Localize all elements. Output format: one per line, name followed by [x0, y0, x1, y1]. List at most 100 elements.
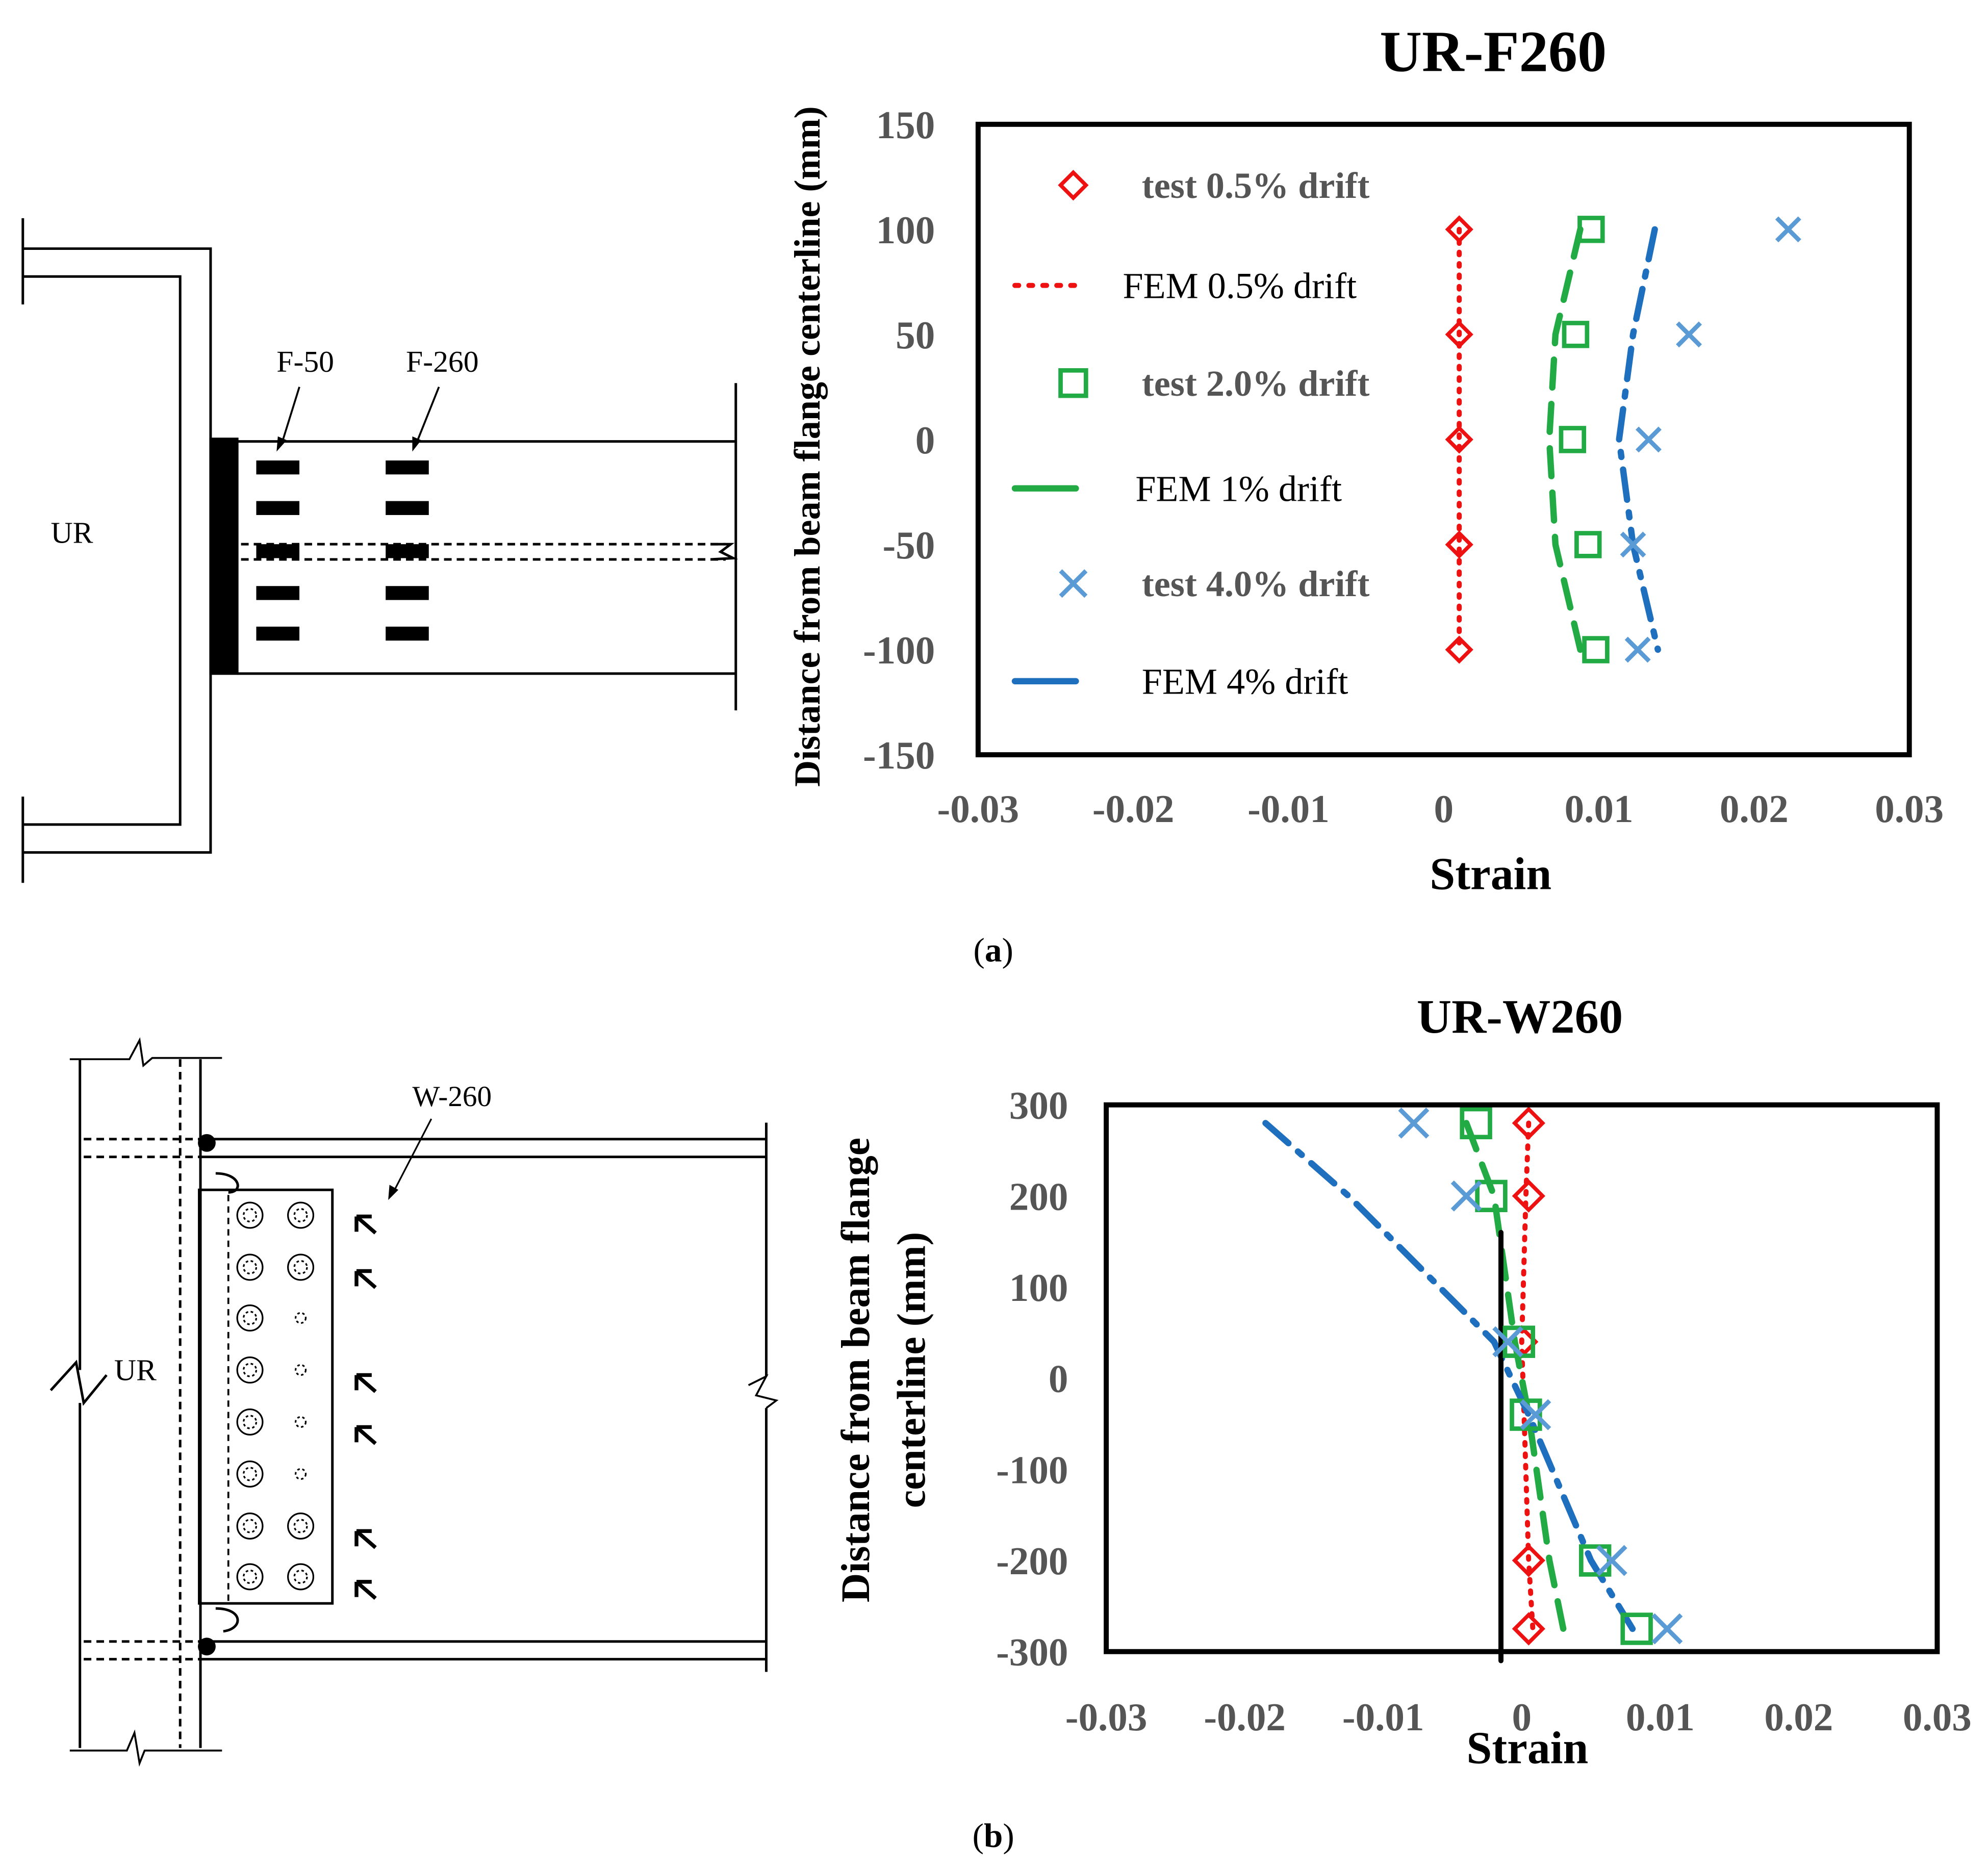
y-tick-label: -100 — [863, 628, 935, 672]
marker-square — [1510, 1398, 1542, 1431]
bolt-hole — [242, 1519, 258, 1533]
series-line — [1546, 226, 1584, 653]
column-label-b: UR — [114, 1353, 157, 1387]
bolt-hole — [294, 1468, 307, 1480]
gauge-arrow-icon — [354, 1214, 377, 1235]
gauge — [386, 460, 429, 475]
legend-label: test 0.5% drift — [1142, 165, 1370, 206]
gauge — [256, 501, 300, 515]
bolt-hole — [294, 1416, 307, 1428]
gauge — [386, 544, 429, 558]
x-tick-label: -0.03 — [937, 787, 1020, 831]
bolt-hole — [293, 1208, 308, 1223]
marker-square — [1058, 368, 1088, 398]
y-tick-label: 50 — [896, 313, 935, 357]
chart-a: UR-F260 -0.03 -0.02 -0.01 0 0.01 0.02 0.03 150 1… — [787, 19, 1944, 899]
bolt-hole — [242, 1363, 258, 1377]
marker-diamond — [1445, 320, 1473, 349]
marker-diamond — [1445, 635, 1473, 664]
bolt — [236, 1253, 264, 1281]
column-bottom-break — [69, 1729, 222, 1767]
y-tick-label: 150 — [876, 103, 935, 147]
chart-b-frame — [1104, 1102, 1940, 1654]
marker-square — [1475, 1180, 1508, 1213]
marker-x — [1651, 1613, 1683, 1645]
marker-x — [1450, 1180, 1482, 1212]
marker-x — [1775, 216, 1801, 243]
chart-a-plot — [1445, 215, 1801, 664]
chart-b-plot — [1262, 1106, 1683, 1663]
series-line — [1463, 1120, 1567, 1632]
bolt — [287, 1512, 315, 1540]
series-line — [1519, 1120, 1536, 1632]
marker-x — [1624, 636, 1651, 663]
marker-square — [1562, 321, 1590, 348]
gauge — [386, 626, 429, 641]
column-label-a: UR — [51, 516, 93, 550]
y-tick-label: 200 — [1009, 1174, 1068, 1218]
gauge-arrow-icon — [354, 1269, 377, 1289]
marker-square — [1574, 531, 1602, 558]
series-line — [1616, 226, 1661, 653]
y-tick-label: 100 — [1009, 1266, 1068, 1310]
arrowhead-icon — [412, 436, 421, 452]
series-line — [1262, 1120, 1636, 1632]
gauge-arrow-icon — [354, 1425, 377, 1445]
bolt — [287, 1201, 315, 1229]
weld-access-hole-bottom — [215, 1607, 239, 1633]
arrowhead-icon — [388, 1185, 399, 1200]
x-tick-label: -0.03 — [1065, 1695, 1148, 1739]
bolt-hole — [293, 1569, 308, 1584]
marker-x — [1676, 321, 1702, 348]
bolt-hole — [242, 1208, 258, 1223]
marker-square — [1460, 1107, 1492, 1140]
marker-square — [1559, 426, 1587, 453]
weld-icon — [198, 1134, 216, 1152]
strain-gauges-f50 — [256, 460, 300, 641]
marker-x — [1398, 1107, 1430, 1139]
gauge-arrow-icon — [354, 1580, 377, 1600]
gauge — [256, 586, 300, 600]
arrowhead-icon — [276, 436, 287, 452]
marker-diamond — [1445, 425, 1473, 454]
y-tick-label: 300 — [1009, 1084, 1068, 1128]
marker-x — [1059, 569, 1088, 598]
x-tick-label: 0.01 — [1565, 787, 1634, 831]
legend-label: FEM 4% drift — [1142, 661, 1348, 702]
weld-icon — [198, 1637, 216, 1656]
pointer-f260 — [415, 386, 440, 445]
gauge — [256, 626, 300, 641]
chart-a-frame — [975, 121, 1912, 758]
x-tick-label: 0 — [1434, 787, 1454, 831]
bolt-hole — [294, 1364, 307, 1376]
marker-x — [1492, 1326, 1524, 1357]
marker-x — [1520, 1399, 1551, 1430]
bolt — [236, 1460, 264, 1488]
marker-x — [1596, 1545, 1627, 1576]
gauge-label-w260: W-260 — [412, 1081, 492, 1113]
column-break-symbol — [49, 1360, 108, 1406]
marker-diamond — [1512, 1612, 1545, 1646]
column-inner-flange — [22, 275, 182, 826]
gauge-arrows — [354, 1214, 377, 1600]
y-tick-label: 100 — [876, 208, 935, 252]
bolt-hole — [242, 1467, 258, 1481]
bolt-hole — [242, 1415, 258, 1429]
gauge-label-f260: F-260 — [406, 345, 479, 378]
y-tick-label: -100 — [996, 1448, 1068, 1492]
chart-b-title: UR-W260 — [1417, 990, 1623, 1043]
legend-label: test 4.0% drift — [1142, 563, 1370, 604]
bolt-hole — [294, 1312, 307, 1324]
bolt — [287, 1253, 315, 1281]
x-tick-label: 0.03 — [1875, 787, 1944, 831]
chart-a-legend: test 0.5% drift FEM 0.5% drift test 2.0% d… — [1011, 165, 1370, 702]
caption-a-letter: a — [985, 931, 1002, 969]
bolt — [236, 1408, 264, 1436]
connection-drawing-b — [49, 1037, 779, 1767]
y-tick-label: -50 — [882, 523, 935, 567]
legend-label: FEM 0.5% drift — [1123, 266, 1357, 306]
chart-b-ylabel-line2: centerline (mm) — [889, 1232, 934, 1508]
y-tick-label: 0 — [915, 418, 935, 462]
